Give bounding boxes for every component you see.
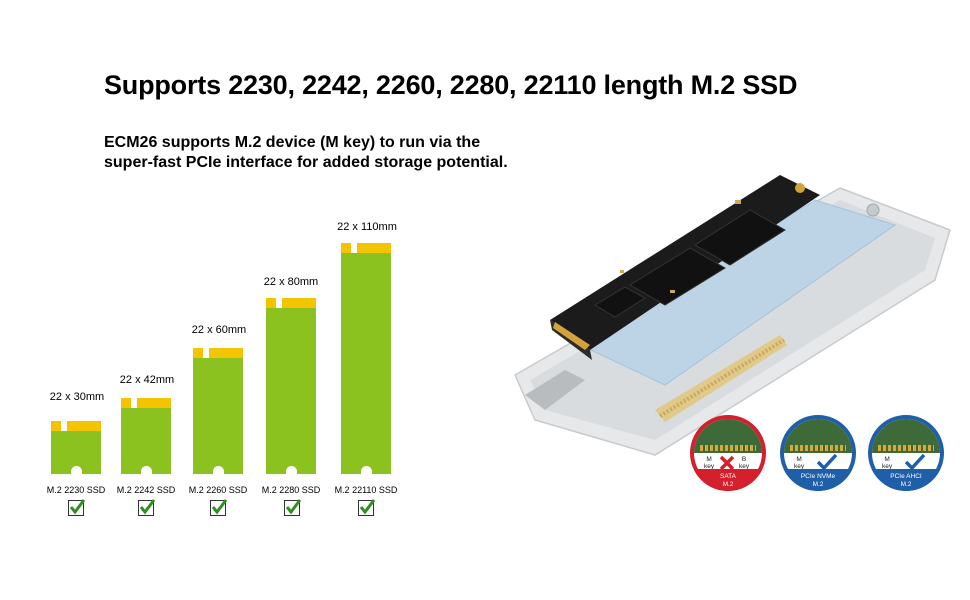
adapter-card-with-ssd-image (514, 175, 951, 456)
check-icon (210, 499, 228, 516)
check-icon (138, 499, 156, 516)
drive-size-label: 22 x 110mm (337, 221, 397, 233)
m2-22110-drive (341, 243, 391, 475)
badge-label: PCIe AHCI M.2 (890, 473, 922, 488)
drive-caption: M.2 2280 SSD (261, 485, 321, 495)
description-line-1: ECM26 supports M.2 device (M key) to run… (104, 134, 481, 151)
check-icon (358, 499, 376, 516)
check-icon (904, 453, 926, 471)
drive-caption: M.2 2260 SSD (188, 485, 248, 495)
headline: Supports 2230, 2242, 2260, 2280, 22110 l… (104, 70, 798, 100)
cross-icon (719, 455, 735, 471)
check-icon (284, 499, 302, 516)
m2-2230-drive (51, 421, 101, 475)
drive-size-label: 22 x 42mm (119, 374, 175, 386)
m2-2260-drive (193, 348, 243, 475)
drive-caption: M.2 2230 SSD (46, 485, 106, 495)
drive-caption: M.2 22110 SSD (334, 485, 398, 495)
badge-label: PCIe NVMe M.2 (800, 473, 836, 488)
drive-size-label: 22 x 30mm (49, 391, 105, 403)
drive-size-label: 22 x 60mm (191, 324, 247, 336)
drive-size-label: 22 x 80mm (263, 276, 319, 288)
m2-2280-drive (266, 298, 316, 475)
drive-caption: M.2 2242 SSD (116, 485, 176, 495)
check-icon (816, 453, 838, 471)
m2-2242-drive (121, 398, 171, 475)
badge-label: SATA M.2 (719, 473, 736, 488)
check-icon (68, 499, 86, 516)
description-line-2: super-fast PCIe interface for added stor… (104, 154, 508, 171)
